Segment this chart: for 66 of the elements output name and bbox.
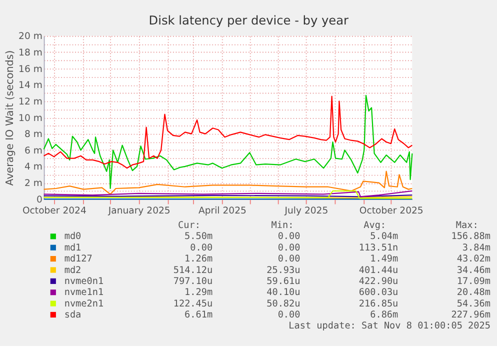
text: Max: xyxy=(456,220,478,232)
y-tick-label: 18 m xyxy=(18,48,42,59)
text: 20.48m xyxy=(456,287,491,298)
chart-title: Disk latency per device - by year xyxy=(148,14,349,28)
legend-label: md1 xyxy=(64,242,82,254)
text: Last update: Sat Nov 8 01:00:05 2025 xyxy=(288,320,490,332)
text: 1.26m xyxy=(184,254,213,265)
text: 422.90u xyxy=(358,276,398,287)
line-series xyxy=(43,94,413,190)
text: 0.00 xyxy=(278,231,300,242)
x-tick-label: July 2025 xyxy=(284,206,328,217)
text: 0.00 xyxy=(278,254,300,265)
text: 1.49m xyxy=(370,254,399,265)
legend-label: nvme0n1 xyxy=(64,276,104,287)
y-axis-title: Average IO Wait (seconds) xyxy=(4,50,16,186)
y-tick-label: 20 m xyxy=(18,31,42,42)
y-tick-label: 2 m xyxy=(24,178,42,190)
y-tick-label: 8 m xyxy=(24,129,42,140)
x-tick-label: January 2025 xyxy=(107,206,170,217)
text: 5.50m xyxy=(184,231,213,242)
x-tick-label: October 2024 xyxy=(22,206,86,217)
text: 0.00 xyxy=(190,242,213,254)
text: 50.82u xyxy=(266,298,300,310)
text: 227.96m xyxy=(451,310,491,321)
text: 40.10u xyxy=(266,287,300,298)
y-tick-label: 4 m xyxy=(24,162,42,173)
text: 43.02m xyxy=(456,254,491,265)
text: 401.44u xyxy=(358,264,398,276)
line-series xyxy=(43,170,413,195)
text: 0.00 xyxy=(278,242,300,254)
text: 6.86m xyxy=(370,310,399,321)
legend-label: nvme2n1 xyxy=(64,298,104,310)
text: 600.03u xyxy=(358,287,398,298)
legend-label: md0 xyxy=(64,231,82,242)
text: 797.10u xyxy=(173,276,213,287)
text: 1.29m xyxy=(184,287,213,298)
y-tick-label: 12 m xyxy=(18,96,42,108)
y-tick-label: 6 m xyxy=(24,145,42,156)
text: 514.12u xyxy=(173,264,213,276)
y-tick-label: 14 m xyxy=(18,80,42,92)
text: 5.04m xyxy=(370,231,399,242)
text: 0.00 xyxy=(278,310,300,321)
legend-label: md127 xyxy=(64,254,92,265)
text: 113.51n xyxy=(358,242,398,254)
legend-label: md2 xyxy=(64,264,82,276)
y-tick-label: 16 m xyxy=(18,64,42,75)
text: Cur: xyxy=(178,220,200,232)
text: 17.09m xyxy=(456,276,491,287)
legend-label: nvme1n1 xyxy=(64,287,104,298)
text: 122.45u xyxy=(173,298,213,310)
text: Min: xyxy=(271,220,294,232)
text: 156.88m xyxy=(451,231,491,242)
text: 216.85u xyxy=(358,298,398,310)
x-tick-label: October 2025 xyxy=(359,206,424,217)
text: 34.46m xyxy=(456,264,491,276)
y-tick-label: 0 xyxy=(36,194,42,206)
text: 6.61m xyxy=(184,310,213,321)
line-series xyxy=(43,96,413,169)
text: 3.84m xyxy=(462,242,491,254)
text: 59.61u xyxy=(266,276,300,287)
y-tick-label: 10 m xyxy=(18,112,42,124)
x-tick-label: April 2025 xyxy=(198,206,246,217)
legend-label: sda xyxy=(64,310,82,321)
text: Avg: xyxy=(364,220,386,232)
text: 25.93u xyxy=(266,264,300,276)
text: 54.36m xyxy=(456,298,491,310)
